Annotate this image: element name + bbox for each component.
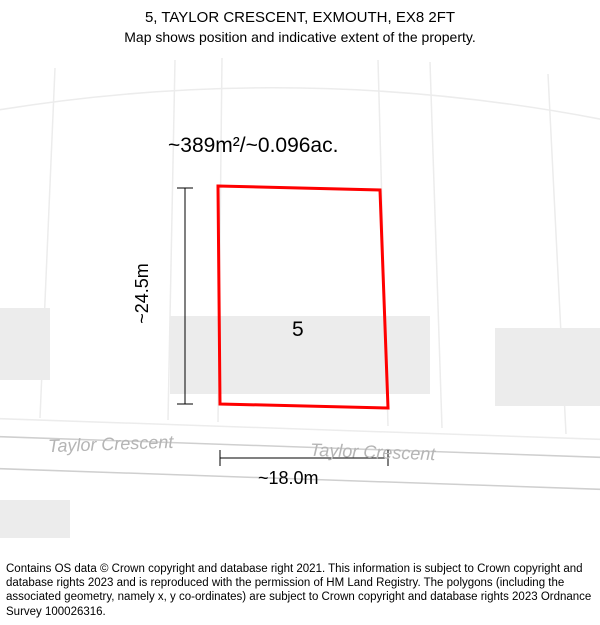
street-name-left: Taylor Crescent (48, 432, 174, 457)
map-region: ~389m²/~0.096ac. ~24.5m ~18.0m 5 Taylor … (0, 48, 600, 538)
map-svg (0, 48, 600, 538)
height-dimension-label: ~24.5m (132, 263, 153, 324)
header: 5, TAYLOR CRESCENT, EXMOUTH, EX8 2FT Map… (0, 0, 600, 46)
copyright-footer: Contains OS data © Crown copyright and d… (6, 562, 594, 620)
page-title: 5, TAYLOR CRESCENT, EXMOUTH, EX8 2FT (0, 8, 600, 28)
area-label: ~389m²/~0.096ac. (168, 134, 338, 158)
street-name-right: Taylor Crescent (310, 440, 436, 465)
page-subtitle: Map shows position and indicative extent… (0, 28, 600, 46)
plot-number-label: 5 (292, 318, 304, 342)
width-dimension-label: ~18.0m (258, 468, 319, 489)
